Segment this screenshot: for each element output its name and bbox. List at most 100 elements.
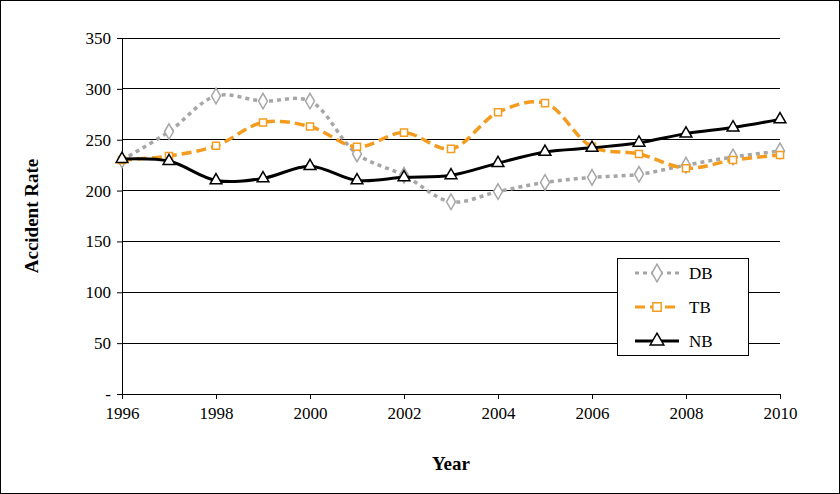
x-tick-mark [498, 394, 499, 399]
x-tick-label: 2008 [670, 404, 704, 423]
x-tick-mark [310, 394, 311, 399]
chart-container: - 50 100 150 200 250 300 350 1996 1998 2000 2002 200… [0, 0, 840, 494]
series-marker [163, 154, 175, 164]
plot-area: - 50 100 150 200 250 300 350 1996 1998 2000 2002 200… [86, 29, 798, 423]
series-marker [680, 127, 692, 137]
series-marker [494, 184, 503, 200]
series-marker [682, 165, 689, 172]
x-tick: 1998 [200, 394, 234, 423]
series-marker [774, 113, 786, 123]
x-tick-label: 1996 [106, 404, 140, 423]
series-marker [259, 119, 266, 126]
series-marker [492, 156, 504, 166]
y-tick-mark [117, 394, 122, 395]
x-tick: 1996 [106, 394, 140, 423]
y-tick-label: 350 [86, 29, 112, 48]
y-tick-label: 150 [86, 232, 112, 251]
y-tick-label: - [105, 385, 111, 404]
x-axis-line [123, 394, 781, 395]
y-tick: 100 [86, 283, 123, 302]
y-axis-title: Accident Rate [21, 159, 42, 274]
series-marker [635, 150, 642, 157]
y-tick: 250 [86, 131, 123, 150]
grid-line [122, 88, 780, 89]
chart-svg: - 50 100 150 200 250 300 350 1996 1998 2000 2002 200… [0, 0, 840, 494]
x-tick-mark [216, 394, 217, 399]
y-tick: 50 [94, 334, 122, 353]
y-axis: - 50 100 150 200 250 300 350 [86, 29, 123, 404]
series-marker [633, 136, 645, 146]
series-line [122, 119, 780, 181]
series-marker [729, 149, 738, 165]
series-marker [776, 143, 785, 159]
series-marker [586, 141, 598, 151]
x-tick-label: 2004 [482, 404, 517, 423]
y-tick-label: 250 [86, 131, 112, 150]
y-tick-label: 300 [86, 80, 112, 99]
series-marker [259, 93, 268, 109]
y-tick-label: 50 [94, 334, 111, 353]
legend-marker [650, 333, 664, 345]
x-tick: 2010 [764, 394, 798, 423]
grid-line [122, 190, 780, 191]
x-tick-label: 2000 [294, 404, 328, 423]
x-tick-mark [780, 394, 781, 399]
series-marker [212, 142, 219, 149]
series-line [122, 95, 780, 202]
x-axis-title: Year [432, 453, 471, 474]
legend-marker [653, 303, 661, 311]
series-marker [729, 157, 736, 164]
y-tick-mark [117, 292, 122, 293]
y-tick-mark [117, 89, 122, 90]
series-marker [257, 172, 269, 182]
x-tick: 2002 [388, 394, 422, 423]
frame [1, 1, 840, 494]
x-tick-mark [686, 394, 687, 399]
x-tick: 2000 [294, 394, 328, 423]
series-marker [727, 121, 739, 131]
x-tick-label: 2002 [388, 404, 422, 423]
grid-line [122, 38, 780, 39]
legend-label: NB [689, 332, 713, 351]
series-marker [682, 157, 691, 173]
series-marker [116, 152, 128, 162]
series-marker [447, 194, 456, 210]
legend-entry: NB [635, 332, 713, 351]
grid-line [122, 139, 780, 140]
y-axis-line [122, 39, 123, 395]
series-marker [304, 159, 316, 169]
grid-line [122, 241, 780, 242]
y-tick-mark [117, 241, 122, 242]
series-marker [398, 171, 410, 181]
legend-entry: DB [635, 264, 713, 283]
legend-label: DB [689, 264, 713, 283]
series-marker [635, 167, 644, 183]
y-tick-label: 100 [86, 283, 112, 302]
series-marker [541, 175, 550, 191]
legend-entry: TB [635, 298, 711, 317]
y-tick-mark [117, 343, 122, 344]
series-marker [588, 170, 597, 186]
series-marker [539, 145, 551, 155]
y-tick-label: 200 [86, 182, 112, 201]
series-marker [212, 88, 221, 104]
x-tick: 2004 [482, 394, 517, 423]
series-line [122, 102, 780, 169]
legend: DB TB NB [618, 259, 749, 356]
x-tick-label: 1998 [200, 404, 234, 423]
y-tick: - [105, 385, 122, 404]
series-marker [306, 93, 315, 109]
legend-box [618, 259, 749, 356]
series-marker [494, 109, 501, 116]
y-tick: 150 [86, 232, 123, 251]
grid-line [122, 394, 780, 395]
x-tick: 2008 [670, 394, 704, 423]
x-axis: 19961998200020022004200620082010 [106, 394, 798, 423]
series-marker [447, 145, 454, 152]
y-tick: 200 [86, 182, 123, 201]
y-tick-mark [117, 38, 122, 39]
series-marker [776, 151, 783, 158]
y-tick: 350 [86, 29, 123, 48]
x-tick-mark [404, 394, 405, 399]
grid [122, 38, 780, 394]
